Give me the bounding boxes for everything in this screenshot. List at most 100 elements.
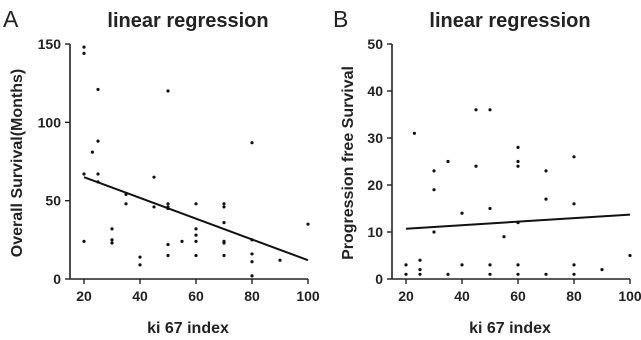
panel-a-data-point: [138, 263, 142, 267]
panel-a-data-point: [110, 227, 114, 231]
panel-b-data-point: [404, 263, 408, 267]
panel-b-data-point: [460, 211, 464, 215]
panel-b-regression-line: [405, 213, 631, 230]
panel-a-ticks: 20 40 60 80 100 0 50 100 150: [38, 36, 320, 304]
panel-a-data-point: [90, 150, 94, 154]
panel-a-y-tick-label: 50: [45, 193, 61, 209]
panel-b-data-point: [600, 268, 604, 272]
panel-b-data-point: [474, 108, 478, 112]
panel-a-data-point: [166, 89, 170, 93]
panel-b-data-point: [404, 272, 408, 276]
panel-a-data-point: [166, 202, 170, 206]
panel-b-fit: [405, 213, 631, 230]
panel-b-data-point: [418, 272, 422, 276]
panel-b-data-point: [516, 145, 520, 149]
panel-b-data-point: [516, 159, 520, 164]
panel-a-data-point: [82, 239, 86, 243]
panel-b-data-point: [474, 164, 478, 168]
panel-a-data-point: [222, 202, 226, 206]
panel-a-data-point: [110, 241, 114, 245]
panel-a-x-tick-label: 40: [132, 288, 148, 304]
panel-b-data-point: [460, 263, 464, 267]
panel-a-data-point: [166, 242, 170, 247]
panel-a-title: linear regression: [107, 10, 268, 32]
panel-letter-a: A: [3, 6, 19, 32]
panel-b-x-axis-label: ki 67 index: [469, 320, 551, 337]
panel-b-data-point: [572, 272, 576, 276]
panel-a-data-point: [166, 253, 170, 258]
panel-a-data-point: [124, 202, 128, 206]
panel-a-data-point: [250, 252, 254, 256]
panel-b-y-tick-label: 0: [375, 271, 383, 287]
panel-a-data-point: [96, 172, 100, 176]
panel-a-data-point: [250, 141, 254, 145]
panel-a-data-point: [222, 205, 226, 209]
panel-a-data-point: [306, 222, 310, 226]
panel-a-data-point: [82, 45, 86, 49]
panel-a-data-point: [138, 255, 142, 259]
panel-b-data-point: [572, 202, 576, 206]
panel-a-x-tick-label: 60: [188, 288, 204, 304]
panel-b-data-point: [432, 169, 436, 173]
panel-a-data-point: [194, 253, 198, 258]
panel-letter-b: B: [333, 6, 348, 32]
panel-b-data-point: [516, 272, 520, 276]
panel-b-data-point: [418, 268, 422, 272]
panel-b-y-axis-label: Progression free Survival: [340, 66, 357, 260]
panel-a-data-point: [180, 239, 184, 243]
panel-a-x-tick-label: 80: [244, 288, 260, 304]
panel-b-x-tick-label: 60: [510, 288, 526, 304]
panel-a-y-axis-label: Overall Survival(Months): [9, 69, 26, 258]
panel-a-points: [82, 45, 310, 278]
panel-b-data-point: [488, 272, 492, 276]
panel-a-data-point: [110, 238, 114, 242]
panel-b-data-point: [544, 272, 548, 276]
panel-a-data-point: [194, 202, 198, 206]
panel-b-x-tick-label: 80: [566, 288, 582, 304]
panel-b-title: linear regression: [429, 10, 590, 32]
panel-b-data-point: [572, 263, 576, 267]
panel-b-data-point: [502, 235, 506, 239]
panel-a-data-point: [278, 258, 282, 262]
panel-b-data-point: [446, 272, 450, 276]
panel-a-data-point: [222, 253, 226, 258]
panel-a-y-tick-label: 100: [38, 114, 62, 130]
panel-a-data-point: [250, 274, 254, 278]
panel-b-x-tick-label: 20: [398, 288, 414, 304]
panel-a-data-point: [250, 260, 254, 264]
panel-a-y-tick-label: 0: [53, 271, 61, 287]
panel-a-data-point: [194, 239, 198, 243]
panel-b-data-point: [544, 197, 548, 201]
panel-b-data-point: [488, 263, 492, 267]
panel-b-data-point: [544, 169, 548, 173]
panel-b-y-tick-label: 40: [367, 83, 383, 99]
panel-a-data-point: [96, 139, 100, 143]
panel-b-data-point: [516, 263, 520, 267]
panel-b-data-point: [418, 258, 422, 262]
panel-b-data-point: [488, 206, 492, 211]
panel-b-y-tick-label: 30: [367, 130, 383, 146]
panel-b-progression-free-survival: B linear regression ki 67 index Progress…: [333, 6, 641, 337]
panel-a-data-point: [152, 175, 156, 179]
panel-b-data-point: [572, 155, 576, 159]
panel-b-y-tick-label: 50: [367, 36, 383, 52]
panel-b-data-point: [432, 188, 436, 192]
panel-a-data-point: [194, 227, 198, 231]
panel-a-data-point: [194, 233, 198, 237]
panel-a-data-point: [96, 87, 100, 92]
panel-a-x-tick-label: 20: [76, 288, 92, 304]
panel-b-data-point: [412, 131, 416, 135]
panel-a-y-tick-label: 150: [38, 36, 62, 52]
panel-a-data-point: [82, 51, 86, 56]
panel-b-x-tick-label: 40: [454, 288, 470, 304]
panel-b-data-point: [628, 253, 632, 258]
panel-b-data-point: [432, 230, 436, 234]
panel-a-overall-survival: A linear regression ki 67 index Overall …: [3, 6, 320, 337]
panel-b-ticks: 20 40 60 80 100 0 10 20 30 40 50: [367, 36, 641, 304]
panel-a-data-point: [152, 205, 156, 209]
panel-a-x-axis-label: ki 67 index: [147, 320, 229, 337]
panel-a-fit: [83, 176, 309, 262]
panel-a-regression-line: [83, 176, 309, 262]
panel-a-x-tick-label: 100: [296, 288, 320, 304]
